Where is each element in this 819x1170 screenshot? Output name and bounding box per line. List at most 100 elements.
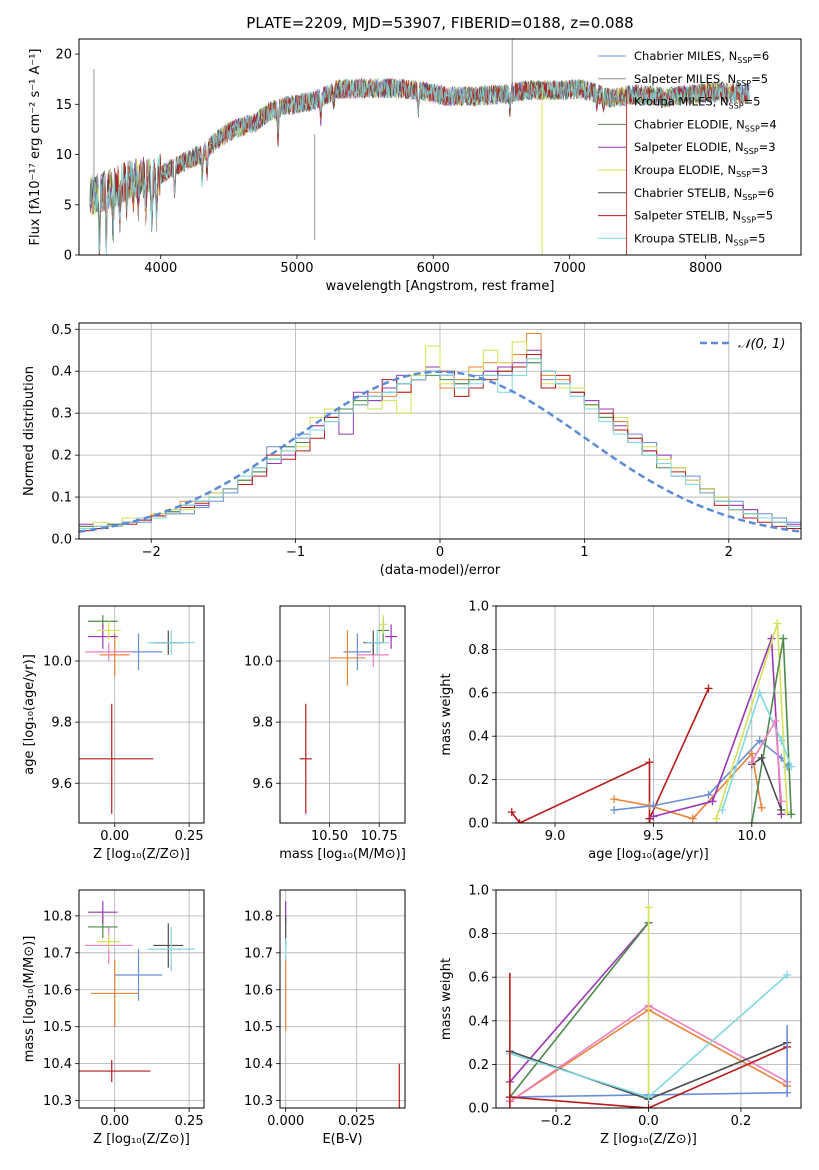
x-axis-label: E(B-V) <box>322 1132 362 1147</box>
x-tick-label: −0.2 <box>540 1114 572 1129</box>
axes: 4000 5000 6000 7000 8000 0 5 10 15 20 wavelength [… <box>28 38 802 294</box>
grid-lines <box>79 890 204 1108</box>
x-tick-label: 2 <box>725 545 733 560</box>
legend-entry: Salpeter MILES, NSSP=5 <box>634 72 768 88</box>
x-tick-label: 10.50 <box>311 829 348 844</box>
errorbar-point <box>96 934 121 950</box>
legend-entry: Kroupa STELIB, NSSP=5 <box>634 231 765 247</box>
x-tick-label: 0.00 <box>100 1114 129 1129</box>
y-tick-label: 0.3 <box>51 407 72 422</box>
x-tick-label: 0 <box>436 545 444 560</box>
axes-frame <box>279 889 406 1109</box>
legend-text: Chabrier STELIB, N <box>634 186 742 200</box>
y-tick-label: 10.8 <box>43 909 72 924</box>
mass-weight-marker <box>777 736 786 745</box>
data-layer <box>507 619 796 823</box>
x-tick-label: −1 <box>286 545 305 560</box>
errorbar-point <box>87 901 118 924</box>
mass-weight-marker <box>645 758 654 767</box>
data-layer <box>79 615 196 814</box>
mass-weight-marker <box>704 790 713 799</box>
y-axis-label: age [log₁₀(age/yr)] <box>22 654 37 775</box>
legend-text: Salpeter STELIB, N <box>634 209 741 223</box>
mass-weight-marker <box>515 819 524 823</box>
mass-weight-marker <box>649 801 658 810</box>
x-tick-label: 10.75 <box>361 829 398 844</box>
legend-text: Chabrier ELODIE, N <box>634 117 745 131</box>
axes: 0.00 0.25 9.6 9.8 10.0 Z [log₁₀(Z/Z⊙)] age [lo… <box>22 605 205 862</box>
x-tick-label: 0.2 <box>731 1114 752 1129</box>
axes-frame <box>78 605 205 824</box>
x-tick-label: 6000 <box>417 261 450 276</box>
legend-text: =5 <box>751 72 768 86</box>
x-tick-label: 5000 <box>280 261 313 276</box>
y-tick-label: 10 <box>55 148 72 163</box>
mass-vs-metallicity-panel: 0.00 0.25 10.3 10.4 10.5 10.6 10.7 10.8 Z [log₁₀… <box>22 889 205 1147</box>
errorbar-point <box>79 703 154 814</box>
residuals-histogram-panel: −2 −1 0 1 2 0.0 0.1 0.2 0.3 0.4 0.5 (data-model)/er… <box>22 322 802 578</box>
histogram-legend: 𝒩(0, 1) <box>700 337 785 352</box>
errorbar-point <box>385 624 398 649</box>
mass-weight-marker <box>747 758 756 767</box>
spectrum-series-line <box>99 77 750 255</box>
y-tick-label: 0.8 <box>468 643 489 658</box>
y-axis-label: mass weight <box>439 673 454 755</box>
errorbar-point <box>87 624 118 649</box>
errorbar-point <box>379 615 388 634</box>
y-tick-label: 10.0 <box>43 655 72 670</box>
plot-area <box>496 606 801 823</box>
legend-entry: Chabrier MILES, NSSP=6 <box>634 49 769 65</box>
y-tick-label: 0.4 <box>51 365 72 380</box>
age-vs-mass-panel: 10.50 10.75 9.6 9.8 10.0 mass [log₁₀(M/M⊙)] <box>244 605 406 862</box>
errorbar-point <box>147 926 196 972</box>
x-tick-label: 0.25 <box>175 1114 204 1129</box>
legend-text: =6 <box>752 49 769 63</box>
errorbar-point <box>114 949 163 1001</box>
y-tick-label: 20 <box>55 48 72 63</box>
mass-weight-marker <box>688 814 697 823</box>
y-tick-label: 10.5 <box>244 1020 273 1035</box>
legend-text: Salpeter MILES, N <box>634 72 736 86</box>
x-tick-label: 8000 <box>689 261 722 276</box>
y-tick-label: 1.0 <box>468 600 489 615</box>
y-tick-label: 10.8 <box>244 909 273 924</box>
x-axis-label: (data-model)/error <box>380 563 501 578</box>
x-tick-label: 9.0 <box>545 829 566 844</box>
y-tick-label: 0.0 <box>51 533 72 548</box>
legend-entry: Salpeter STELIB, NSSP=5 <box>634 209 773 225</box>
mass-weight-marker <box>787 810 796 819</box>
x-tick-label: 1 <box>580 545 588 560</box>
mass-weight-marker <box>649 812 658 821</box>
legend-entry: Salpeter ELODIE, NSSP=3 <box>634 140 776 156</box>
y-tick-label: 0.6 <box>468 971 489 986</box>
y-tick-label: 0.2 <box>468 773 489 788</box>
y-tick-label: 0.0 <box>468 817 489 832</box>
y-tick-label: 0.4 <box>468 730 489 745</box>
y-tick-label: 10.6 <box>43 983 72 998</box>
legend-text: Kroupa ELODIE, N <box>634 163 736 177</box>
y-tick-label: 0.1 <box>51 491 72 506</box>
y-tick-label: 10.7 <box>244 946 273 961</box>
y-tick-label: 10.3 <box>244 1094 273 1109</box>
y-tick-label: 10.4 <box>43 1057 72 1072</box>
mass-weight-marker <box>610 795 619 804</box>
mass-weight-marker <box>712 814 721 823</box>
errorbar-point <box>365 630 390 655</box>
legend-text: Chabrier MILES, N <box>634 49 737 63</box>
y-tick-label: 9.6 <box>252 777 273 792</box>
legend-text: =5 <box>744 95 761 109</box>
x-tick-label: 9.5 <box>643 829 664 844</box>
y-tick-label: 10.6 <box>244 983 273 998</box>
axes-frame <box>495 605 802 824</box>
y-tick-label: 0.8 <box>468 927 489 942</box>
legend-text: =3 <box>751 163 768 177</box>
legend-subscript: SSP <box>737 56 752 65</box>
data-layer <box>79 901 196 1083</box>
legend-subscript: SSP <box>745 124 760 133</box>
y-tick-label: 0.0 <box>468 1102 489 1117</box>
mass-weight-marker <box>773 619 782 628</box>
mass-weight-marker <box>747 819 756 823</box>
legend-entry: 𝒩(0, 1) <box>738 337 785 352</box>
x-axis-label: Z [log₁₀(Z/Z⊙)] <box>93 847 190 862</box>
